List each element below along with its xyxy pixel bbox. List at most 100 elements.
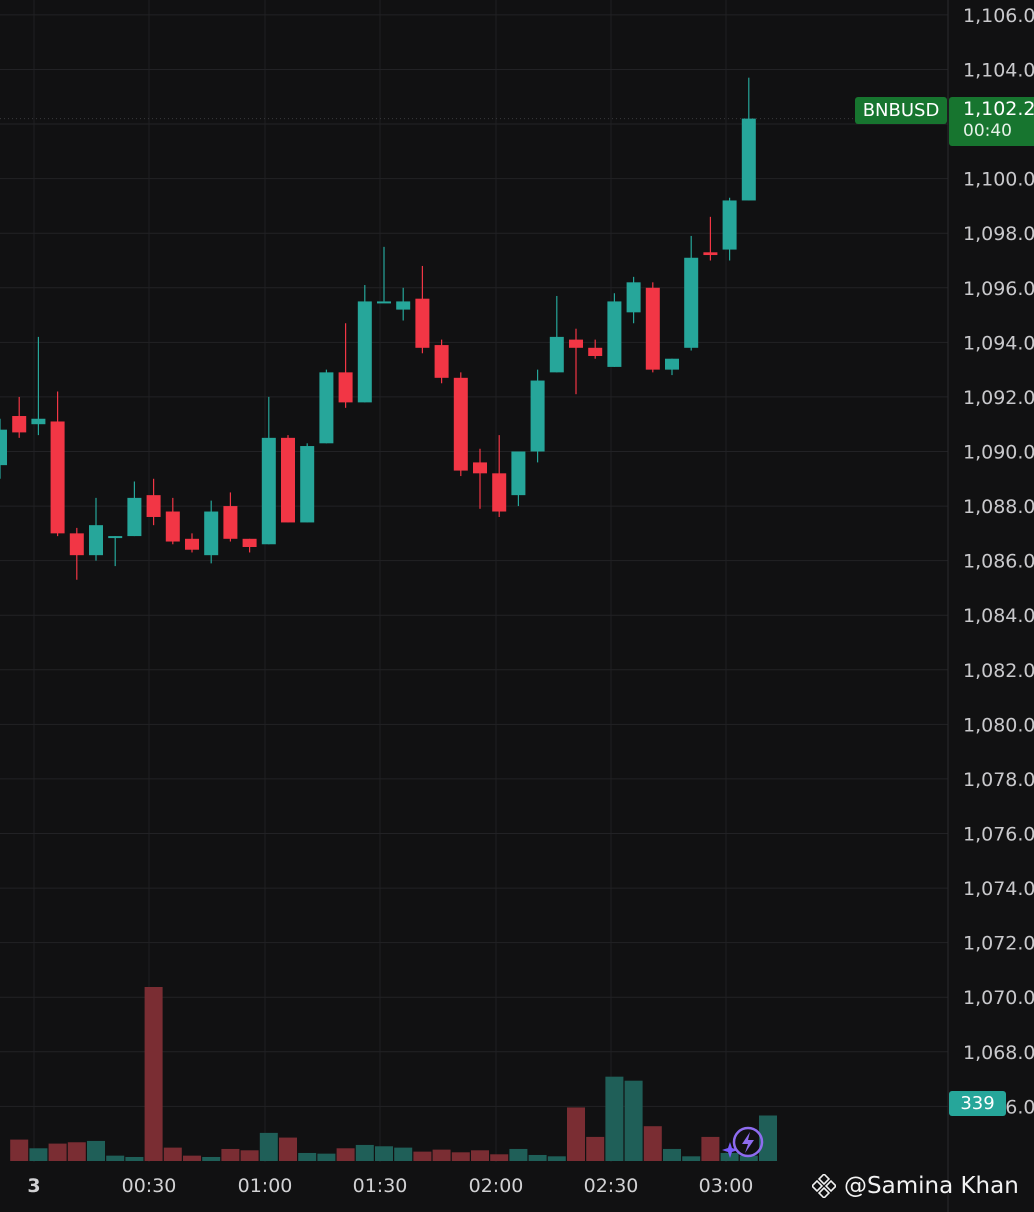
candle-up bbox=[89, 525, 103, 556]
candle-down bbox=[12, 416, 27, 433]
volume-bar bbox=[624, 1080, 643, 1161]
price-tick-label: 1,068.0 bbox=[963, 1042, 1034, 1064]
volume-bar bbox=[279, 1137, 297, 1161]
price-tick-label: 1,098.0 bbox=[963, 223, 1034, 245]
symbol-tag: BNBUSD bbox=[855, 97, 947, 124]
price-tick-label: 1,096.0 bbox=[963, 278, 1034, 300]
horizontal-gridlines bbox=[0, 14, 948, 1107]
volume-tag: 339 bbox=[949, 1091, 1006, 1116]
volume-bar bbox=[720, 1152, 739, 1161]
price-tick-label: 1,084.0 bbox=[963, 605, 1034, 627]
volume-bar bbox=[567, 1107, 585, 1161]
price-tick-label: 1,088.0 bbox=[963, 496, 1034, 518]
price-tick-label: 1,078.0 bbox=[963, 769, 1034, 791]
candle-down bbox=[645, 287, 660, 370]
volume-bar bbox=[163, 1147, 182, 1161]
watermark: @Samina Khan bbox=[812, 1170, 1019, 1202]
volume-bar bbox=[240, 1150, 259, 1161]
candle-up bbox=[722, 200, 737, 250]
volume-bar bbox=[375, 1146, 393, 1161]
volume-bar bbox=[106, 1155, 125, 1161]
volume-bar bbox=[221, 1148, 240, 1161]
time-tick-label: 01:30 bbox=[353, 1175, 408, 1197]
candle-up bbox=[0, 429, 7, 466]
volume-bar bbox=[125, 1156, 144, 1161]
candle-up bbox=[396, 301, 411, 310]
volume-bar bbox=[259, 1132, 278, 1161]
volume-bar bbox=[663, 1148, 681, 1161]
candle-up bbox=[357, 301, 372, 403]
volume-bar bbox=[144, 987, 163, 1161]
last-price-value: 1,102.2 bbox=[963, 98, 1034, 120]
volume-bar bbox=[509, 1148, 528, 1161]
price-tick-label: 1,076.0 bbox=[963, 823, 1034, 845]
sparkle-icon bbox=[722, 1142, 738, 1158]
candle-up bbox=[108, 536, 123, 539]
candle-up bbox=[261, 437, 276, 545]
volume-bar bbox=[355, 1144, 374, 1161]
volume-bar bbox=[87, 1140, 105, 1161]
candles bbox=[0, 77, 756, 580]
volume-bar bbox=[183, 1155, 201, 1161]
candle-up bbox=[511, 451, 526, 496]
volume-bar bbox=[759, 1115, 777, 1161]
price-tick-label: 1,092.0 bbox=[963, 387, 1034, 409]
candle-up bbox=[741, 118, 756, 201]
volume-bar bbox=[451, 1152, 470, 1161]
volume-bar bbox=[643, 1126, 662, 1161]
candle-up bbox=[300, 446, 315, 523]
volume-bar bbox=[547, 1156, 566, 1161]
candle-down bbox=[703, 252, 718, 256]
lightning-icon-ring bbox=[732, 1126, 764, 1158]
volume-bar bbox=[394, 1147, 413, 1161]
candle-down bbox=[165, 511, 180, 542]
time-tick-label: 3 bbox=[27, 1175, 40, 1197]
candle-up bbox=[204, 511, 219, 556]
candle-down bbox=[50, 421, 65, 534]
candle-down bbox=[453, 377, 468, 471]
volume-bar bbox=[701, 1136, 720, 1161]
candle-countdown: 00:40 bbox=[963, 121, 1012, 141]
price-tick-label: 1,106.0 bbox=[963, 5, 1034, 27]
candle-down bbox=[69, 533, 84, 556]
candle-up bbox=[127, 497, 142, 537]
price-tick-label: 1,074.0 bbox=[963, 878, 1034, 900]
lightning-icon[interactable] bbox=[720, 1124, 766, 1160]
volume-bar bbox=[336, 1148, 355, 1161]
candle-down bbox=[223, 506, 238, 539]
volume-bars bbox=[10, 987, 777, 1161]
time-tick-label: 01:00 bbox=[238, 1175, 293, 1197]
volume-bar bbox=[490, 1154, 509, 1161]
candle-up bbox=[549, 336, 564, 373]
volume-bar bbox=[298, 1152, 317, 1161]
price-tick-label: 1,082.0 bbox=[963, 660, 1034, 682]
candle-down bbox=[338, 372, 353, 403]
candle-up bbox=[626, 282, 641, 313]
candle-up bbox=[684, 257, 699, 348]
time-tick-label: 03:00 bbox=[699, 1175, 754, 1197]
candle-up bbox=[319, 372, 334, 444]
last-price-tag: 1,102.2 00:40 bbox=[949, 97, 1034, 146]
watermark-author: @Samina Khan bbox=[844, 1173, 1019, 1199]
volume-bar bbox=[739, 1155, 758, 1161]
candle-down bbox=[281, 437, 295, 523]
volume-bar bbox=[682, 1156, 701, 1161]
price-tick-label: 1,100.0 bbox=[963, 169, 1034, 191]
price-tick-label: 1,086.0 bbox=[963, 551, 1034, 573]
candle-down bbox=[473, 462, 487, 474]
candle-up bbox=[31, 418, 46, 425]
lightning-icon-bolt bbox=[742, 1132, 754, 1153]
volume-bar bbox=[67, 1142, 86, 1161]
volume-bar bbox=[432, 1149, 451, 1161]
price-tick-label: 1,104.0 bbox=[963, 59, 1034, 81]
candle-down bbox=[569, 339, 583, 348]
price-axis: 1,106.01,104.01,102.01,100.01,098.01,096… bbox=[963, 5, 1034, 1118]
volume-bar bbox=[202, 1156, 221, 1161]
candle-down bbox=[415, 298, 430, 348]
volume-bar bbox=[605, 1076, 624, 1161]
volume-bar bbox=[10, 1139, 29, 1161]
time-tick-label: 02:30 bbox=[584, 1175, 639, 1197]
candle-up bbox=[377, 301, 391, 304]
volume-bar bbox=[48, 1143, 67, 1161]
